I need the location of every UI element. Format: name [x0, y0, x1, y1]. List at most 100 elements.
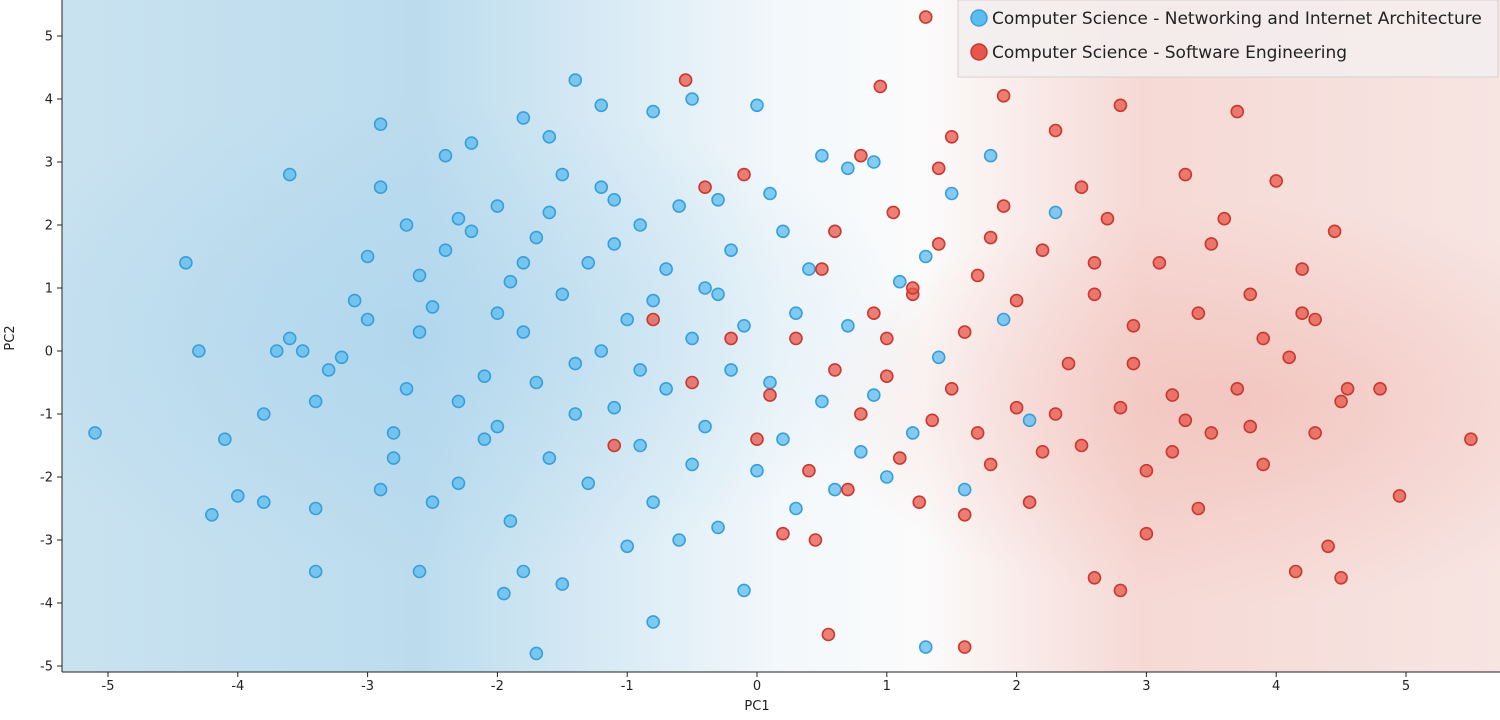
scatter-point — [360, 249, 375, 264]
scatter-point — [568, 356, 583, 371]
scatter-point — [944, 186, 959, 201]
scatter-point — [957, 507, 972, 522]
scatter-point — [1191, 306, 1206, 321]
scatter-point — [892, 451, 907, 465]
scatter-point — [568, 407, 583, 421]
scatter-point — [516, 111, 531, 125]
scatter-point — [815, 148, 829, 163]
scatter-point — [451, 476, 466, 491]
scatter-point — [1282, 350, 1296, 365]
points-layer — [88, 10, 1478, 661]
legend-marker-software-engineering — [970, 43, 988, 61]
scatter-point — [438, 243, 453, 257]
scatter-point — [282, 167, 297, 182]
x-tick-label: -1 — [621, 679, 634, 694]
y-tick-label: 0 — [45, 345, 53, 360]
scatter-point — [1165, 444, 1180, 459]
x-tick-label: 5 — [1402, 679, 1410, 694]
scatter-point — [451, 394, 466, 409]
scatter-point — [295, 344, 310, 358]
scatter-point — [841, 482, 855, 497]
scatter-point — [918, 249, 933, 264]
scatter-point — [568, 73, 583, 87]
x-tick-label: -4 — [231, 679, 244, 694]
scatter-point — [867, 155, 881, 169]
scatter-point — [711, 520, 725, 535]
scatter-point — [607, 400, 622, 415]
y-tick-label: -1 — [40, 408, 53, 423]
y-tick-label: -2 — [40, 471, 53, 486]
scatter-point — [879, 369, 894, 384]
scatter-point — [944, 381, 959, 396]
scatter-point — [1087, 570, 1102, 585]
scatter-point — [516, 325, 531, 339]
scatter-point — [970, 426, 985, 440]
scatter-point — [1243, 419, 1258, 434]
scatter-point — [750, 98, 764, 113]
scatter-point — [1191, 501, 1206, 516]
y-tick-label: 5 — [45, 30, 53, 45]
scatter-point — [1074, 180, 1089, 194]
scatter-point — [1126, 318, 1141, 333]
x-tick-label: 0 — [753, 679, 761, 694]
scatter-point — [912, 495, 927, 510]
scatter-point — [918, 10, 933, 24]
y-tick-label: -4 — [40, 597, 53, 612]
scatter-point — [724, 363, 738, 377]
scatter-point — [542, 205, 557, 220]
legend-box — [957, 0, 1499, 78]
scatter-point — [555, 287, 570, 302]
scatter-point — [1334, 394, 1348, 409]
scatter-point — [386, 451, 401, 465]
x-tick-label: -2 — [491, 679, 504, 694]
scatter-point — [581, 255, 596, 270]
scatter-point — [1373, 381, 1387, 396]
scatter-point — [555, 167, 570, 182]
scatter-point — [542, 130, 557, 144]
scatter-point — [646, 615, 660, 629]
scatter-point — [678, 73, 693, 87]
scatter-point — [996, 199, 1011, 213]
scatter-point — [607, 193, 622, 207]
x-tick-label: -3 — [361, 679, 374, 694]
scatter-point — [503, 514, 518, 528]
scatter-point — [828, 482, 842, 497]
scatter-point — [1074, 438, 1089, 453]
scatter-point — [776, 224, 790, 239]
scatter-point — [1035, 243, 1050, 257]
scatter-point — [205, 507, 219, 522]
scatter-point — [516, 564, 531, 579]
scatter-point — [1269, 174, 1283, 188]
scatter-point — [815, 394, 829, 409]
series-software-engineering — [607, 10, 1478, 654]
scatter-point — [879, 470, 894, 484]
scatter-point — [970, 268, 985, 283]
scatter-point — [529, 375, 544, 390]
y-tick-label: 3 — [45, 156, 53, 171]
scatter-point — [737, 167, 751, 182]
scatter-point — [983, 148, 998, 163]
scatter-point — [581, 476, 596, 491]
scatter-point — [1217, 211, 1232, 226]
scatter-point — [1048, 407, 1063, 421]
scatter-point — [854, 148, 868, 163]
scatter-point — [1113, 98, 1128, 113]
scatter-point — [1022, 413, 1037, 428]
scatter-point — [646, 312, 660, 327]
scatter-point — [412, 268, 427, 283]
scatter-point — [594, 98, 609, 113]
scatter-point — [399, 218, 414, 232]
scatter-point — [1295, 306, 1309, 321]
scatter-point — [646, 104, 660, 119]
plot-background — [62, 0, 1500, 672]
scatter-point — [659, 381, 673, 396]
scatter-point — [256, 407, 271, 421]
scatter-point — [646, 495, 660, 510]
scatter-point — [542, 451, 557, 465]
scatter-point — [555, 577, 570, 591]
scatter-point — [944, 130, 959, 144]
scatter-point — [607, 438, 622, 453]
y-tick-label: -5 — [40, 660, 53, 675]
scatter-point — [1340, 381, 1355, 396]
